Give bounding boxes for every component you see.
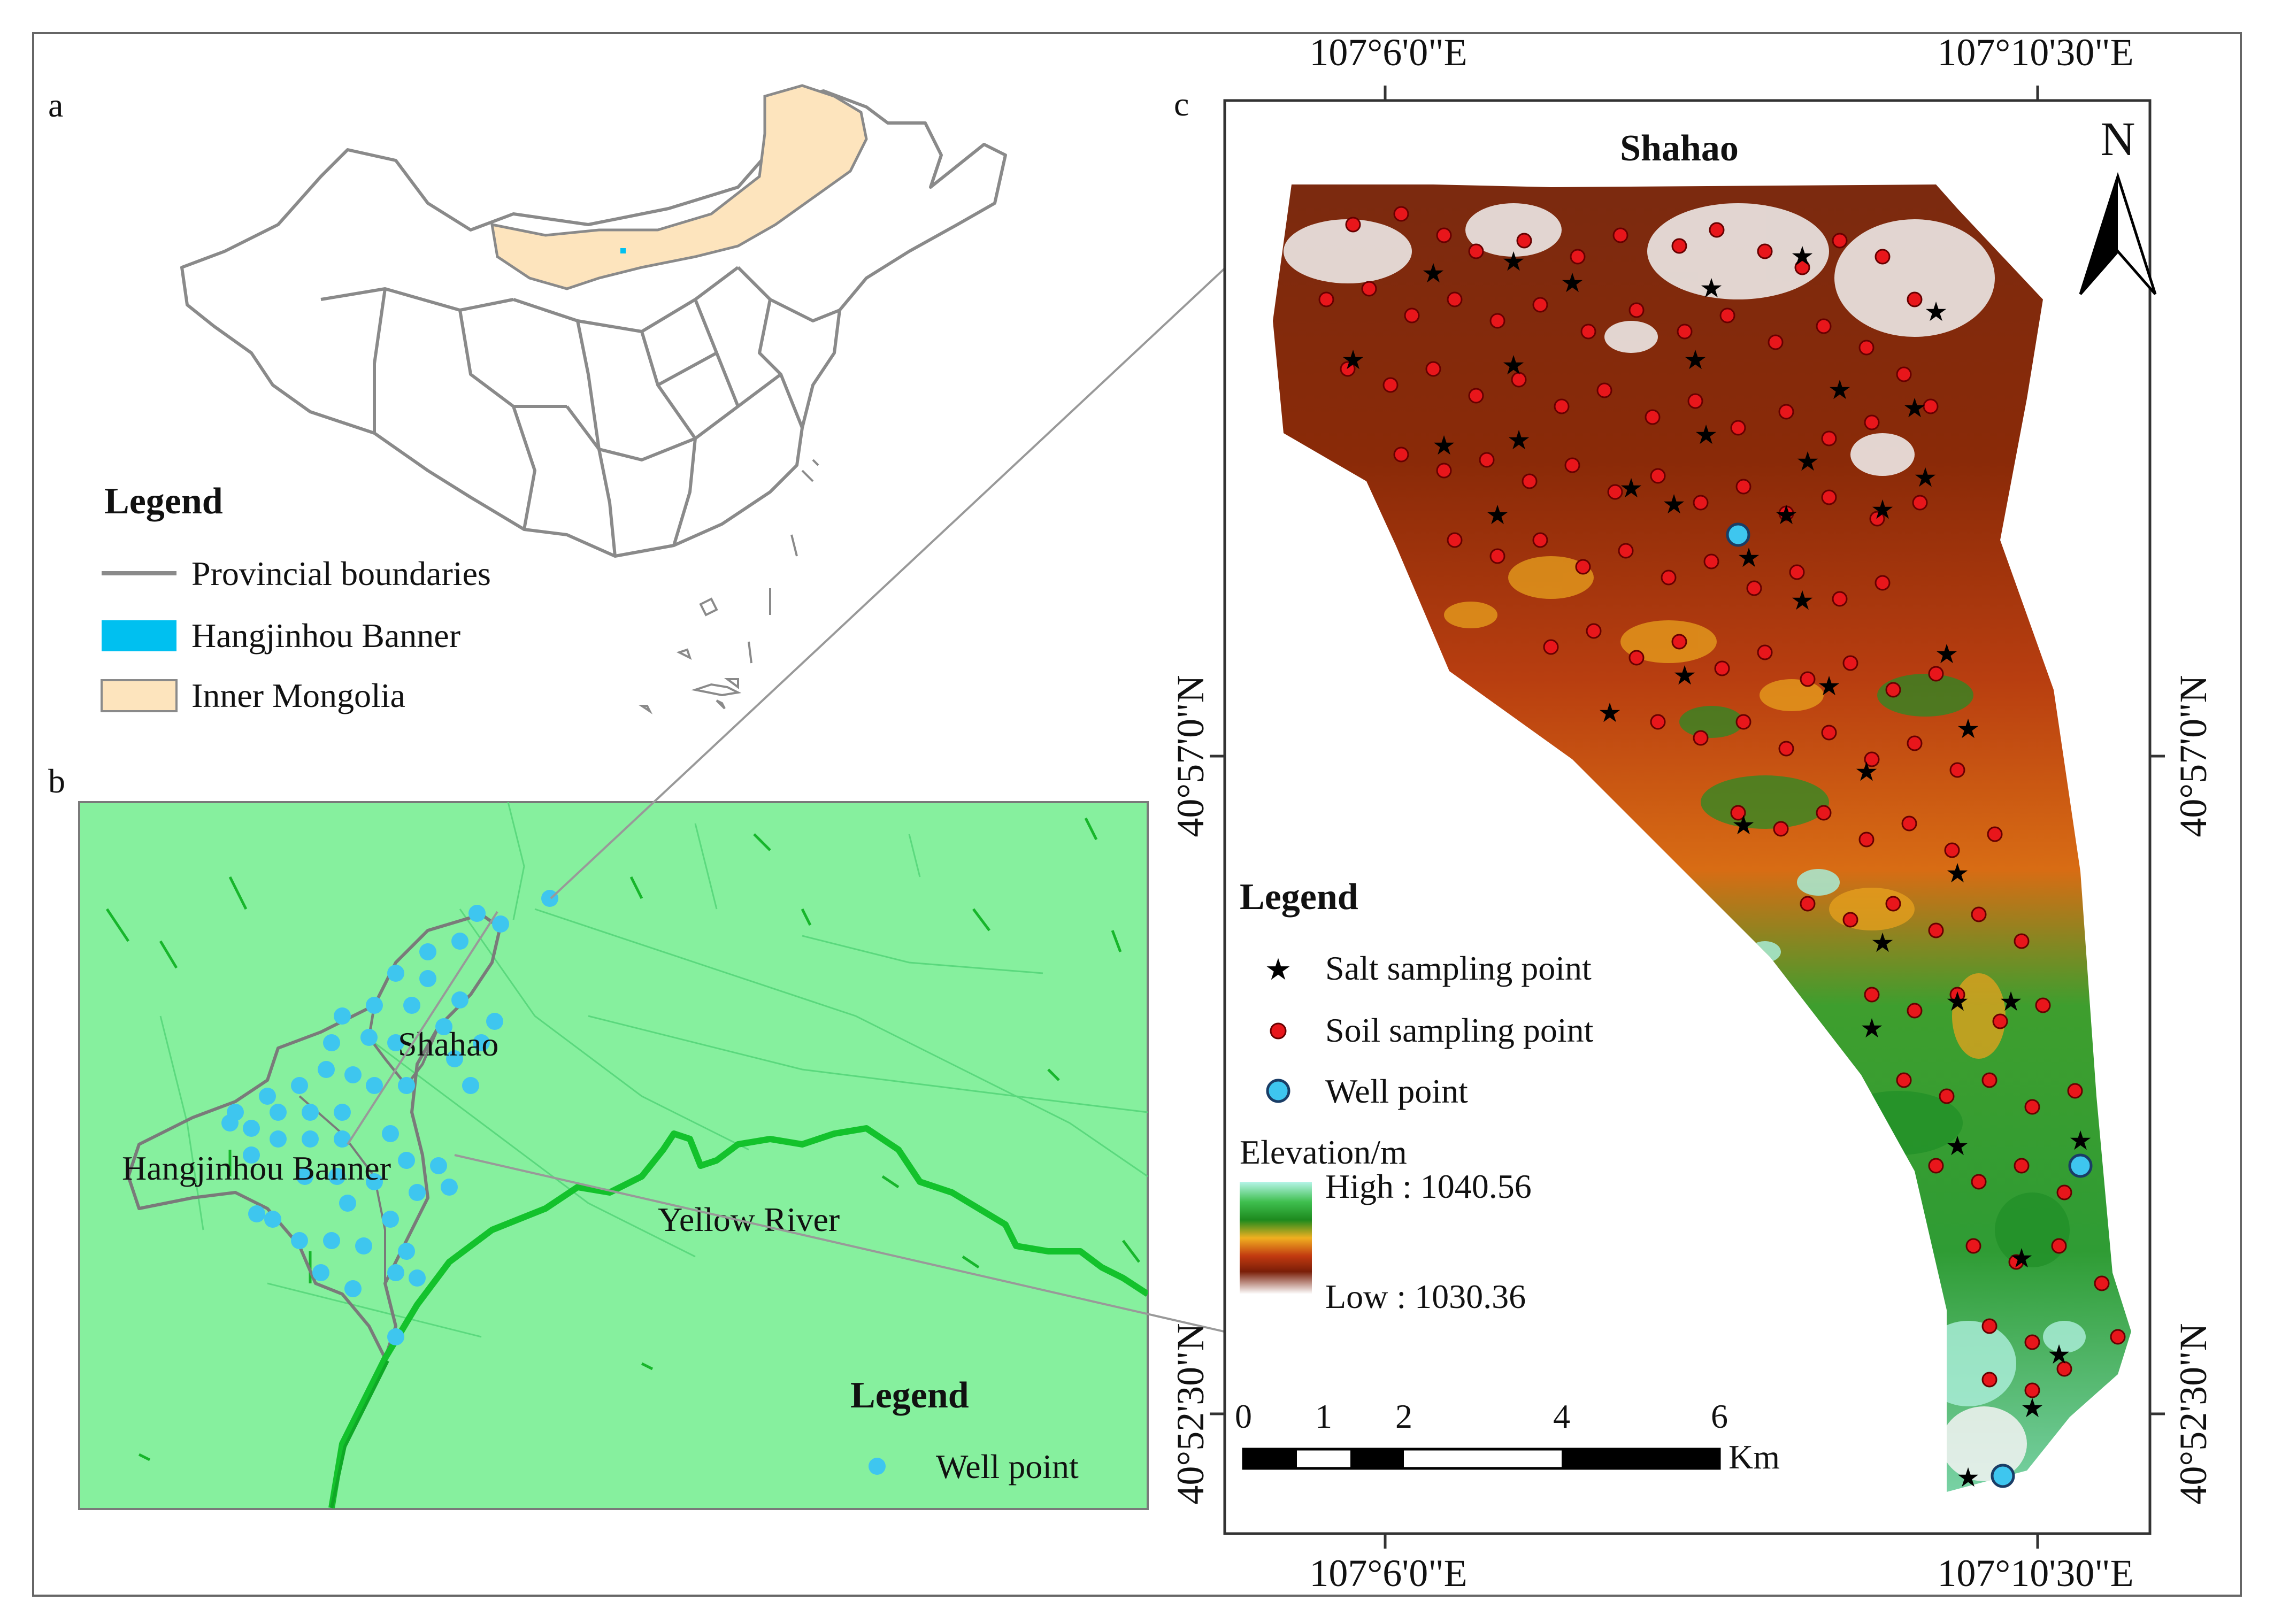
- svg-text:★: ★: [1694, 419, 1718, 450]
- north-label: N: [2101, 113, 2135, 166]
- svg-text:★: ★: [1486, 499, 1510, 530]
- islands: [638, 459, 819, 714]
- svg-text:★: ★: [1700, 273, 1724, 304]
- svg-text:★: ★: [1502, 246, 1526, 277]
- china-map: [180, 89, 1007, 558]
- scale-tick-0: 0: [1235, 1397, 1252, 1435]
- svg-text:★: ★: [2021, 1392, 2045, 1423]
- coord-left-lower: 40°52'30"N: [1169, 1323, 1212, 1504]
- svg-text:★: ★: [1432, 430, 1456, 461]
- svg-text:★: ★: [1673, 660, 1697, 691]
- legend-b-item-0: Well point: [936, 1448, 1079, 1486]
- svg-text:★: ★: [1924, 296, 1948, 327]
- legend-cyan-swatch: [102, 620, 176, 651]
- legend-a-item-0: Provincial boundaries: [191, 555, 491, 592]
- elevation-title: Elevation/m: [1240, 1133, 1407, 1171]
- svg-text:★: ★: [1817, 671, 1841, 702]
- coord-bottom-right: 107°10'30"E: [1937, 1552, 2133, 1595]
- hangjinhou-banner-marker: [620, 248, 626, 253]
- scale-tick-3: 4: [1553, 1397, 1570, 1435]
- legend-soil-dot: [1270, 1022, 1287, 1040]
- scale-tick-2: 2: [1395, 1397, 1412, 1435]
- legend-a-item-1: Hangjinhou Banner: [191, 617, 460, 655]
- svg-text:★: ★: [1502, 350, 1526, 381]
- coord-right-lower: 40°52'30"N: [2172, 1323, 2215, 1504]
- panel-c-well-points: [1726, 522, 2093, 1488]
- coord-bottom-left: 107°6'0"E: [1309, 1552, 1467, 1595]
- panel-b-features: [105, 802, 1148, 1508]
- legend-b-title: Legend: [850, 1375, 969, 1416]
- svg-text:★: ★: [1860, 1013, 1884, 1044]
- panel-c-label: c: [1174, 85, 1189, 123]
- svg-text:★: ★: [2069, 1125, 2093, 1156]
- svg-text:★: ★: [1946, 858, 1970, 889]
- svg-text:★: ★: [1619, 473, 1643, 504]
- scale-tick-4: 6: [1711, 1397, 1728, 1435]
- svg-text:★: ★: [1946, 1130, 1970, 1161]
- svg-text:★: ★: [1732, 810, 1756, 841]
- svg-text:★: ★: [1791, 241, 1815, 272]
- svg-text:★: ★: [1598, 697, 1622, 728]
- coord-right-upper: 40°57'0"N: [2172, 675, 2215, 837]
- graticule-ticks: [1210, 86, 2165, 1549]
- scale-bar: 0 1 2 4 6 Km: [1235, 1397, 1780, 1476]
- elevation-ramp: [1240, 1182, 1312, 1294]
- legend-c-title: Legend: [1240, 876, 1358, 918]
- svg-text:★: ★: [1828, 374, 1852, 405]
- svg-text:★: ★: [1871, 927, 1895, 958]
- svg-text:★: ★: [1946, 986, 1970, 1017]
- svg-text:★: ★: [1935, 638, 1959, 669]
- panel-b-well-points: [221, 890, 558, 1345]
- label-shahao: Shahao: [398, 1025, 498, 1063]
- label-yellow-river: Yellow River: [658, 1200, 840, 1238]
- soil-sampling-points: [1318, 206, 2126, 1398]
- svg-text:★: ★: [1796, 446, 1820, 477]
- legend-c-item-2: Well point: [1325, 1072, 1468, 1110]
- svg-text:★: ★: [1507, 425, 1531, 456]
- svg-text:★: ★: [1903, 392, 1927, 424]
- legend-star-symbol: ★: [1265, 952, 1292, 987]
- panel-b-label: b: [48, 762, 65, 800]
- svg-text:★: ★: [1774, 499, 1799, 530]
- coord-left-upper: 40°57'0"N: [1169, 675, 1212, 837]
- svg-text:★: ★: [1737, 542, 1761, 573]
- inner-mongolia-region: [490, 84, 868, 290]
- panel-a-label: a: [48, 86, 63, 124]
- legend-well-dot: [869, 1458, 886, 1475]
- svg-text:★: ★: [1871, 494, 1895, 525]
- svg-text:★: ★: [1341, 344, 1365, 375]
- coord-top-left: 107°6'0"E: [1309, 31, 1467, 74]
- svg-text:★: ★: [1662, 489, 1686, 520]
- svg-text:★: ★: [2010, 1243, 2034, 1274]
- scale-unit: Km: [1728, 1438, 1780, 1476]
- label-hangjinhou-banner: Hangjinhou Banner: [122, 1149, 391, 1187]
- svg-text:★: ★: [1999, 986, 2023, 1017]
- salt-sampling-points: ★ ★★ ★★★ ★ ★ ★ ★★★ ★★★ ★★★ ★ ★ ★ ★★★ ★ ★★ ★★★ …: [1341, 241, 2093, 1493]
- legend-a-item-2: Inner Mongolia: [191, 676, 405, 714]
- coord-top-right: 107°10'30"E: [1937, 31, 2133, 74]
- elevation-high-label: High : 1040.56: [1325, 1167, 1532, 1205]
- svg-text:★: ★: [1561, 267, 1585, 298]
- legend-a-title: Legend: [104, 481, 223, 522]
- legend-c-item-0: Salt sampling point: [1325, 949, 1592, 987]
- legend-peach-swatch: [101, 679, 178, 712]
- svg-text:★: ★: [1791, 585, 1815, 616]
- svg-text:★: ★: [1855, 756, 1879, 787]
- scale-tick-1: 1: [1315, 1397, 1332, 1435]
- elevation-low-label: Low : 1030.36: [1325, 1277, 1526, 1315]
- svg-text:★: ★: [2047, 1339, 2071, 1370]
- legend-well-circle: [1266, 1079, 1290, 1103]
- north-arrow: N: [2079, 113, 2157, 295]
- panel-c-title: Shahao: [1620, 128, 1739, 169]
- svg-text:★: ★: [1956, 713, 1980, 744]
- figure-frame: [32, 32, 2242, 1597]
- svg-text:★: ★: [1956, 1462, 1980, 1493]
- legend-c-item-1: Soil sampling point: [1325, 1011, 1594, 1049]
- svg-text:★: ★: [1914, 462, 1938, 493]
- svg-text:★: ★: [1422, 258, 1446, 289]
- svg-text:★: ★: [1684, 344, 1708, 375]
